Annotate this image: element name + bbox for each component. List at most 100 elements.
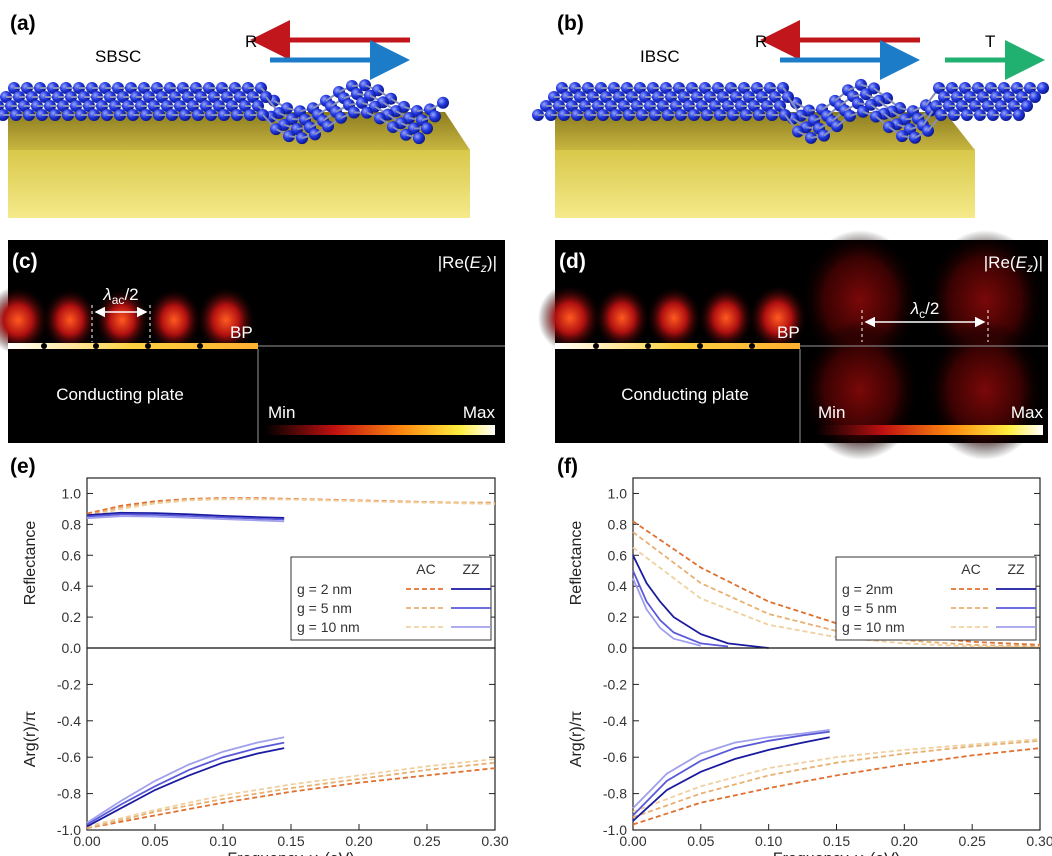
y-tick-label: -0.8: [57, 786, 81, 802]
colorbar-max: Max: [1011, 403, 1044, 422]
colorbar-min: Min: [268, 403, 295, 422]
x-tick-label: 0.25: [959, 833, 986, 849]
y-tick-label: 0.6: [608, 547, 628, 563]
lattice: [532, 78, 1049, 144]
colorbar: [265, 425, 495, 435]
legend-header: ZZ: [462, 561, 480, 577]
plate-front: [8, 150, 470, 218]
field-glow: [0, 286, 256, 354]
y-tick-label: -0.2: [57, 676, 81, 692]
series-line: [632, 739, 1041, 819]
panel-label: (c): [12, 250, 38, 273]
field-label: |Re(Ez)|: [984, 253, 1043, 275]
structure-label: SBSC: [95, 47, 141, 66]
colorbar: [815, 425, 1043, 435]
y-tick-label: 1.0: [62, 485, 82, 501]
series-line: [86, 513, 285, 521]
x-axis-label: Frequency ω (eV): [773, 850, 900, 856]
panel-label: (a): [10, 12, 36, 35]
charts: 0.0 0.2 0.4 0.6 0.8 1.0 Reflectance AC g = 2 nm g…: [22, 477, 1052, 856]
series-line: [86, 747, 285, 828]
x-tick-label: 0.15: [277, 833, 304, 849]
series-line: [86, 515, 285, 523]
legend-label: g = 10 nm: [297, 619, 360, 635]
plot-frame: [632, 647, 1041, 831]
arrow-label: R: [245, 32, 257, 51]
y-tick-label: 0.8: [62, 516, 82, 532]
legend-label: g = 10 nm: [842, 619, 905, 635]
wavelength-label: λac/2: [102, 285, 138, 307]
plate-label: Conducting plate: [621, 385, 749, 404]
y-tick-label: -0.6: [57, 749, 81, 765]
atom: [421, 122, 433, 135]
sheet-label: BP: [777, 323, 800, 342]
x-tick-label: 0.20: [345, 833, 372, 849]
y-tick-label: 0.6: [62, 547, 82, 563]
series-line: [86, 761, 496, 830]
x-axis-label: Frequency ω (eV): [227, 850, 354, 856]
series-line: [86, 736, 285, 824]
series-line: [632, 730, 830, 817]
atom: [413, 132, 425, 145]
x-tick-label: 0.05: [141, 833, 168, 849]
atom: [1029, 91, 1041, 103]
y-tick-label: 0.0: [62, 640, 82, 656]
series-line: [632, 729, 830, 809]
plate-edge: [799, 345, 1048, 443]
sheet-nodes: [593, 343, 755, 349]
series-line: [632, 531, 1041, 648]
series-line: [632, 520, 1041, 646]
arrow-label: T: [985, 32, 995, 51]
y-tick-label: 1.0: [608, 485, 628, 501]
lattice: [0, 79, 449, 145]
y-tick-label: 0.0: [608, 640, 628, 656]
legend-header: ZZ: [1007, 561, 1025, 577]
structure-label: IBSC: [640, 47, 680, 66]
colorbar-max: Max: [463, 403, 496, 422]
legend-label: g = 5 nm: [842, 600, 897, 616]
colorbar-min: Min: [818, 403, 845, 422]
y-tick-label: -0.6: [603, 749, 627, 765]
series-line: [632, 578, 702, 647]
y-tick-label: -1.0: [57, 822, 81, 838]
wavelength-marks: [91, 305, 151, 342]
x-tick-label: 0.10: [755, 833, 782, 849]
series-line: [632, 747, 1041, 826]
wavelength-marks: [861, 310, 989, 342]
x-tick-label: 0.20: [891, 833, 918, 849]
y-axis-label: Arg(r)/π: [568, 711, 585, 767]
y-tick-label: -0.8: [603, 786, 627, 802]
series-line: [632, 736, 830, 822]
series-line: [632, 554, 769, 649]
panel-d: (d) |Re(Ez)| λc/2 BP Conducting plate Mi…: [538, 230, 1048, 460]
y-tick-label: 0.8: [608, 516, 628, 532]
x-tick-label: 0.00: [73, 833, 100, 849]
atom: [1037, 82, 1049, 94]
panel-b: (b) IBSC R T: [532, 12, 1049, 218]
x-tick-label: 0.25: [413, 833, 440, 849]
x-tick-label: 0.10: [209, 833, 236, 849]
y-axis-label: Arg(r)/π: [22, 711, 39, 767]
y-axis-label: Reflectance: [568, 521, 585, 606]
y-tick-label: -0.4: [57, 713, 81, 729]
y-tick-label: -0.2: [603, 676, 627, 692]
plate-front: [555, 150, 975, 218]
series-line: [86, 767, 496, 830]
x-tick-label: 0.30: [481, 833, 508, 849]
atom: [429, 110, 441, 123]
panel-a: (a) SBSC R: [0, 12, 470, 218]
x-tick-label: 0.30: [1026, 833, 1052, 849]
field-glow: [538, 230, 1045, 460]
y-tick-label: 0.4: [608, 578, 628, 594]
y-tick-label: 0.2: [608, 609, 628, 625]
plate-edge: [257, 345, 505, 443]
sheet-nodes: [41, 343, 203, 349]
series-line: [86, 741, 285, 826]
atom: [1021, 100, 1033, 112]
panel-label: (d): [559, 250, 586, 273]
legend-header: AC: [961, 561, 980, 577]
y-tick-label: 0.2: [62, 609, 82, 625]
y-tick-label: -0.4: [603, 713, 627, 729]
bp-sheet: [555, 343, 800, 349]
